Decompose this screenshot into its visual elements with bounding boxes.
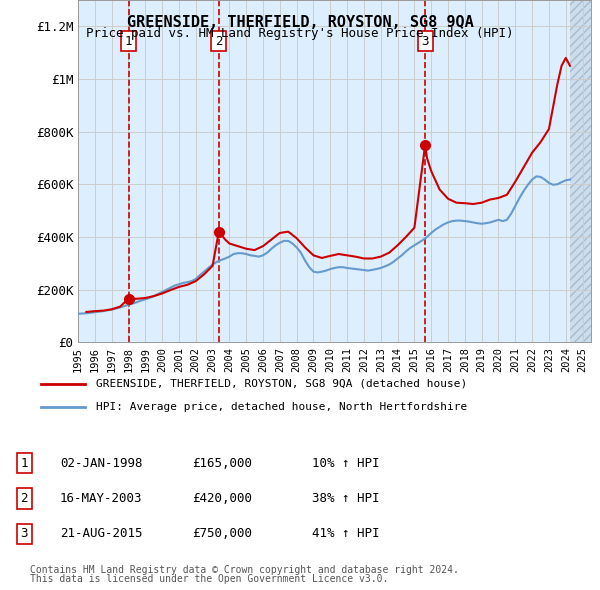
Text: Contains HM Land Registry data © Crown copyright and database right 2024.: Contains HM Land Registry data © Crown c…	[30, 565, 459, 575]
Text: This data is licensed under the Open Government Licence v3.0.: This data is licensed under the Open Gov…	[30, 574, 388, 584]
Text: HPI: Average price, detached house, North Hertfordshire: HPI: Average price, detached house, Nort…	[96, 402, 467, 412]
Text: 41% ↑ HPI: 41% ↑ HPI	[312, 527, 380, 540]
Text: Price paid vs. HM Land Registry's House Price Index (HPI): Price paid vs. HM Land Registry's House …	[86, 27, 514, 40]
Text: £750,000: £750,000	[192, 527, 252, 540]
Text: 2: 2	[215, 35, 223, 48]
Text: 1: 1	[125, 35, 133, 48]
Text: 02-JAN-1998: 02-JAN-1998	[60, 457, 143, 470]
Bar	[570, 0, 591, 342]
Text: 16-MAY-2003: 16-MAY-2003	[60, 492, 143, 505]
Text: 1: 1	[20, 457, 28, 470]
Text: 38% ↑ HPI: 38% ↑ HPI	[312, 492, 380, 505]
Text: £165,000: £165,000	[192, 457, 252, 470]
Text: GREENSIDE, THERFIELD, ROYSTON, SG8 9QA: GREENSIDE, THERFIELD, ROYSTON, SG8 9QA	[127, 15, 473, 30]
Text: 10% ↑ HPI: 10% ↑ HPI	[312, 457, 380, 470]
Text: 3: 3	[20, 527, 28, 540]
Text: 21-AUG-2015: 21-AUG-2015	[60, 527, 143, 540]
Text: GREENSIDE, THERFIELD, ROYSTON, SG8 9QA (detached house): GREENSIDE, THERFIELD, ROYSTON, SG8 9QA (…	[96, 379, 467, 389]
Text: 3: 3	[421, 35, 429, 48]
Text: £420,000: £420,000	[192, 492, 252, 505]
Text: 2: 2	[20, 492, 28, 505]
